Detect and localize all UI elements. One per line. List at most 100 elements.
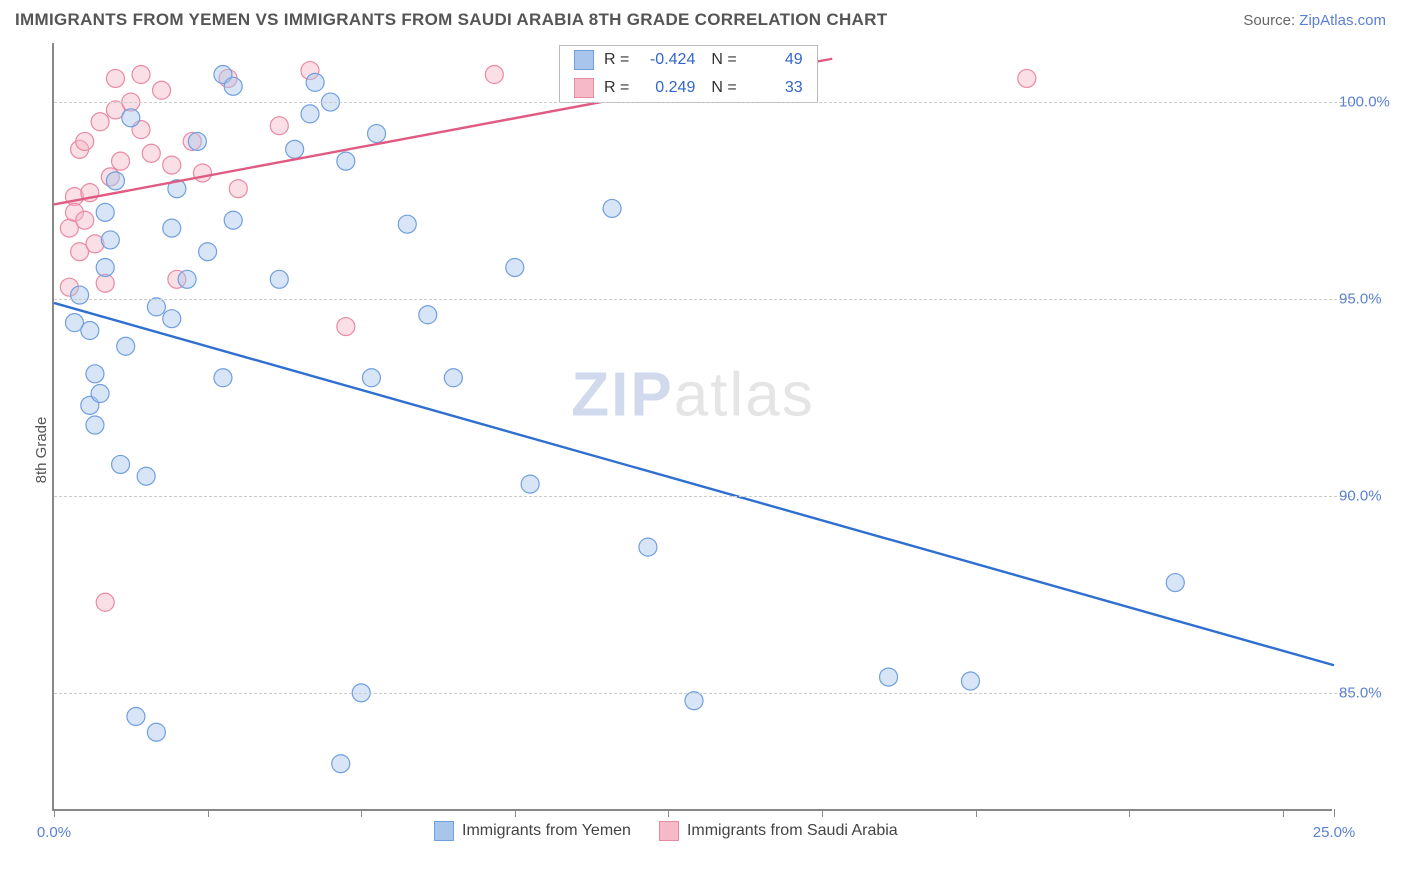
data-point <box>199 243 217 261</box>
gridline-h <box>54 693 1352 694</box>
data-point <box>639 538 657 556</box>
trendline <box>54 303 1334 665</box>
data-point <box>71 286 89 304</box>
source-credit: Source: ZipAtlas.com <box>1243 12 1386 29</box>
data-point <box>132 66 150 84</box>
xtick <box>515 809 516 817</box>
data-point <box>112 152 130 170</box>
data-point <box>106 69 124 87</box>
data-point <box>188 132 206 150</box>
legend-swatch-yemen <box>574 50 594 70</box>
ytick-label: 85.0% <box>1339 684 1394 701</box>
data-point <box>153 81 171 99</box>
data-point <box>101 231 119 249</box>
legend-n-label: N = <box>711 51 736 69</box>
source-link[interactable]: ZipAtlas.com <box>1299 12 1386 29</box>
legend-r-saudi: 0.249 <box>639 79 695 97</box>
data-point <box>368 125 386 143</box>
data-point <box>419 306 437 324</box>
data-point <box>506 258 524 276</box>
gridline-h <box>54 102 1352 103</box>
data-point <box>137 467 155 485</box>
xtick <box>208 809 209 817</box>
data-point <box>306 73 324 91</box>
chart-area: 8th Grade ZIPatlas R = -0.424 N = 49 R =… <box>0 35 1406 865</box>
ytick-label: 95.0% <box>1339 291 1394 308</box>
legend-label-saudi: Immigrants from Saudi Arabia <box>687 822 898 840</box>
data-point <box>337 152 355 170</box>
data-point <box>444 369 462 387</box>
data-point <box>362 369 380 387</box>
data-point <box>332 755 350 773</box>
data-point <box>81 322 99 340</box>
data-point <box>178 270 196 288</box>
y-axis-label: 8th Grade <box>33 417 50 484</box>
data-point <box>398 215 416 233</box>
legend-label-yemen: Immigrants from Yemen <box>462 822 631 840</box>
data-point <box>685 692 703 710</box>
data-point <box>193 164 211 182</box>
xtick-label: 0.0% <box>37 824 71 841</box>
legend-swatch2-saudi <box>659 821 679 841</box>
header: IMMIGRANTS FROM YEMEN VS IMMIGRANTS FROM… <box>0 0 1406 35</box>
gridline-h <box>54 496 1352 497</box>
plot-region: ZIPatlas R = -0.424 N = 49 R = 0.249 N =… <box>52 43 1332 811</box>
legend-swatch2-yemen <box>434 821 454 841</box>
xtick <box>1334 809 1335 817</box>
data-point <box>96 593 114 611</box>
data-point <box>86 416 104 434</box>
xtick <box>361 809 362 817</box>
data-point <box>163 310 181 328</box>
xtick <box>54 809 55 817</box>
data-point <box>270 117 288 135</box>
legend-swatch-saudi <box>574 78 594 98</box>
data-point <box>163 156 181 174</box>
plot-svg <box>54 43 1332 809</box>
data-point <box>270 270 288 288</box>
data-point <box>286 140 304 158</box>
data-point <box>142 144 160 162</box>
data-point <box>96 258 114 276</box>
data-point <box>112 455 130 473</box>
data-point <box>1018 69 1036 87</box>
data-point <box>229 180 247 198</box>
xtick-label: 25.0% <box>1313 824 1356 841</box>
data-point <box>127 707 145 725</box>
legend-n-saudi: 33 <box>747 79 803 97</box>
data-point <box>163 219 181 237</box>
legend-n-yemen: 49 <box>747 51 803 69</box>
legend-r-yemen: -0.424 <box>639 51 695 69</box>
data-point <box>224 77 242 95</box>
data-point <box>603 199 621 217</box>
legend-item-saudi: Immigrants from Saudi Arabia <box>659 821 898 841</box>
data-point <box>214 369 232 387</box>
data-point <box>147 723 165 741</box>
legend-row-yemen: R = -0.424 N = 49 <box>560 46 817 74</box>
data-point <box>117 337 135 355</box>
data-point <box>86 365 104 383</box>
data-point <box>880 668 898 686</box>
xtick <box>1129 809 1130 817</box>
data-point <box>961 672 979 690</box>
legend-item-yemen: Immigrants from Yemen <box>434 821 631 841</box>
data-point <box>76 211 94 229</box>
data-point <box>337 318 355 336</box>
xtick <box>976 809 977 817</box>
legend-r-label2: R = <box>604 79 629 97</box>
data-point <box>224 211 242 229</box>
data-point <box>76 132 94 150</box>
chart-title: IMMIGRANTS FROM YEMEN VS IMMIGRANTS FROM… <box>15 10 887 30</box>
data-point <box>147 298 165 316</box>
data-point <box>106 172 124 190</box>
data-point <box>122 109 140 127</box>
legend-row-saudi: R = 0.249 N = 33 <box>560 74 817 102</box>
data-point <box>96 203 114 221</box>
xtick <box>668 809 669 817</box>
ytick-label: 100.0% <box>1339 94 1394 111</box>
data-point <box>91 113 109 131</box>
legend-series: Immigrants from Yemen Immigrants from Sa… <box>434 821 898 841</box>
data-point <box>91 385 109 403</box>
gridline-h <box>54 299 1352 300</box>
data-point <box>1166 574 1184 592</box>
data-point <box>521 475 539 493</box>
